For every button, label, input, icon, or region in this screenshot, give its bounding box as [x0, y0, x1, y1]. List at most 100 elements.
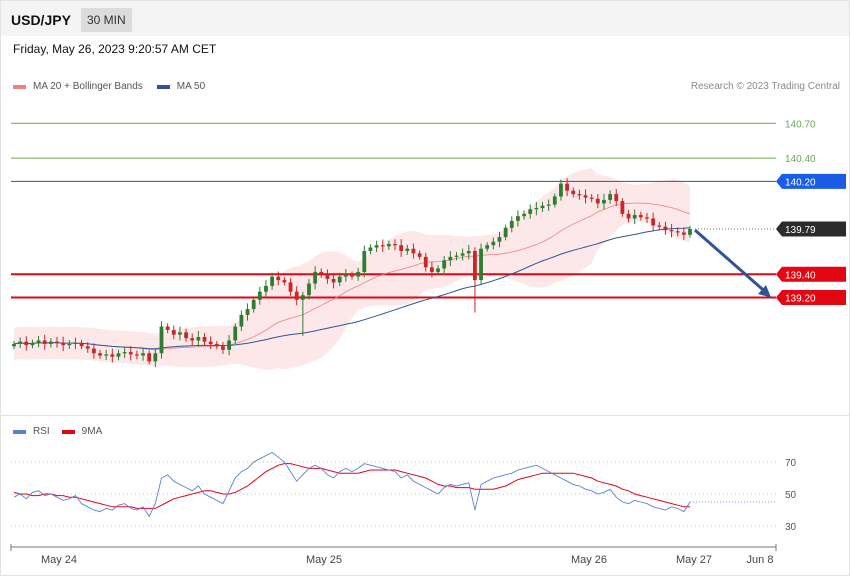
candle — [546, 199, 551, 211]
candle-body — [448, 256, 453, 261]
candle-body — [214, 343, 219, 347]
candle — [55, 336, 59, 348]
candle-body — [184, 332, 188, 339]
candle — [294, 286, 299, 306]
level-label-140-70: 140.70 — [785, 119, 816, 130]
candle — [552, 193, 557, 208]
legend-label-9ma: 9MA — [81, 426, 103, 437]
timeframe-badge[interactable]: 30 MIN — [81, 8, 132, 32]
candle — [190, 333, 195, 346]
candle-body — [288, 282, 293, 292]
price-tag-bg — [776, 173, 846, 189]
candle — [270, 272, 275, 290]
legend-item-ma50: MA 50 — [156, 81, 206, 92]
candle — [307, 279, 311, 300]
price-tag-text: 140.20 — [785, 177, 816, 188]
candle — [171, 325, 176, 340]
candle-body — [497, 237, 502, 242]
candle-body — [313, 271, 318, 284]
candle — [663, 221, 668, 235]
candle-body — [337, 276, 342, 283]
candle-body — [233, 326, 238, 341]
forecast-arrow-shaft — [694, 228, 766, 293]
candle — [393, 239, 397, 251]
candle-body — [473, 251, 477, 281]
ma50-swatch — [156, 84, 170, 89]
candle — [466, 244, 471, 260]
candle-body — [343, 274, 348, 277]
rsi-tick-label: 50 — [785, 490, 797, 501]
candle-body — [608, 194, 613, 200]
candle — [454, 252, 459, 261]
candle-body — [559, 183, 563, 197]
price-tag-bg — [776, 221, 846, 237]
candle — [411, 243, 416, 259]
pane-divider — [1, 415, 849, 416]
candle — [331, 272, 336, 289]
candle — [208, 336, 213, 350]
candle-body — [61, 342, 66, 346]
candle-body — [91, 348, 96, 354]
candle-body — [565, 183, 569, 191]
candle-body — [159, 326, 164, 354]
candle-body — [104, 354, 109, 356]
candle — [61, 336, 66, 352]
candle — [147, 350, 152, 365]
candle — [614, 188, 619, 207]
candle-body — [657, 225, 662, 227]
legend-label-bollinger: MA 20 + Bollinger Bands — [33, 81, 143, 92]
candle — [135, 350, 139, 360]
candle — [491, 237, 496, 250]
price-tag-text: 139.40 — [785, 270, 816, 281]
candle — [448, 251, 453, 267]
candle-body — [386, 244, 391, 247]
candle-body — [116, 353, 121, 357]
candle-body — [528, 209, 533, 214]
candle — [153, 349, 158, 368]
instrument-title: USD/JPY — [11, 12, 71, 28]
candle — [128, 346, 133, 361]
candle-body — [153, 353, 158, 362]
candle — [91, 343, 96, 359]
price-legend: MA 20 + Bollinger Bands MA 50 — [13, 81, 217, 92]
legend-item-9ma: 9MA — [61, 426, 103, 437]
candle-body — [42, 340, 47, 344]
candle — [399, 239, 404, 258]
legend-label-ma50: MA 50 — [176, 81, 206, 92]
copyright-text: Research © 2023 Trading Central — [690, 81, 840, 92]
candle-body — [55, 341, 59, 343]
price-tag-text: 139.20 — [785, 293, 816, 304]
candle-body — [282, 280, 287, 283]
candle-body — [522, 213, 526, 217]
candle — [239, 310, 244, 332]
candle-body — [24, 341, 29, 346]
candle-body — [460, 253, 465, 256]
candle — [67, 340, 72, 349]
candle-body — [135, 354, 139, 356]
candle — [442, 255, 447, 273]
candle — [233, 323, 238, 344]
legend-item-bollinger: MA 20 + Bollinger Bands — [13, 81, 143, 92]
candle — [165, 323, 170, 334]
candle — [571, 187, 576, 198]
candle — [638, 211, 643, 221]
candle-body — [67, 343, 72, 346]
candle — [534, 201, 539, 216]
candle-body — [411, 248, 416, 254]
candle-body — [595, 198, 600, 204]
candle-body — [257, 291, 262, 300]
candle — [79, 339, 84, 350]
candle-body — [36, 340, 41, 343]
candle — [669, 224, 674, 238]
candle — [282, 277, 287, 286]
candle — [522, 210, 526, 220]
candle — [313, 266, 318, 290]
candle — [429, 261, 434, 278]
candle-body — [638, 215, 643, 218]
candle-body — [270, 276, 275, 286]
price-tag-text: 139.79 — [785, 225, 816, 236]
candle — [479, 243, 483, 286]
candle-body — [239, 314, 244, 327]
price-tag-140-20: 140.20 — [776, 173, 846, 189]
